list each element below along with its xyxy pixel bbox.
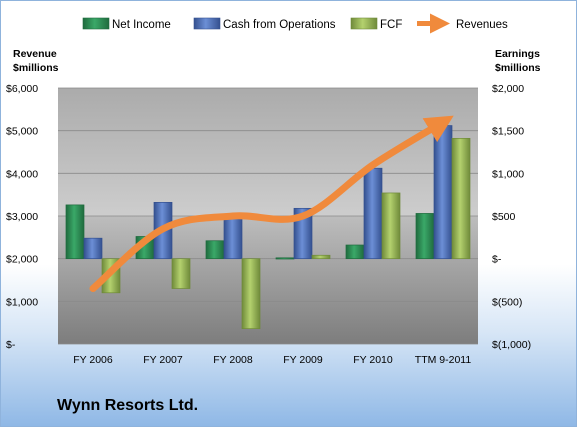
x-axis-tick-label: FY 2010 (353, 354, 393, 366)
bar-net-income (415, 213, 435, 260)
legend: Net Income Cash from Operations FCF Reve… (82, 13, 508, 34)
legend-swatch-fcf (350, 17, 378, 30)
right-axis-tick-label: $1,000 (492, 168, 524, 180)
legend-item-cash-from-operations: Cash from Operations (193, 17, 336, 31)
revenue-line (89, 115, 454, 293)
left-axis-tick-label: $3,000 (6, 211, 38, 223)
x-axis-tick-label: FY 2006 (73, 354, 113, 366)
left-axis-tick-label: $2,000 (6, 254, 38, 266)
left-axis-tick-label: $4,000 (6, 168, 38, 180)
left-axis-tick-label: $- (6, 339, 16, 351)
bar-fcf (381, 192, 401, 260)
bar-fcf (171, 258, 191, 289)
right-axis-tick-label: $1,500 (492, 126, 524, 138)
left-axis-tick-label: $1,000 (6, 296, 38, 308)
legend-item-net-income: Net Income (82, 17, 171, 31)
company-name: Wynn Resorts Ltd. (57, 397, 199, 414)
right-axis-ticks: $(1,000) $(500) $- $500 $1,000 $1,500 $2,000 (492, 83, 531, 351)
bar-cash-from-operations (433, 125, 453, 260)
left-axis-ticks: $- $1,000 $2,000 $3,000 $4,000 $5,000 $6,000 (6, 83, 38, 351)
bar-fcf (311, 254, 331, 260)
left-axis-title-line2: $millions (13, 62, 59, 74)
bar-cash-from-operations (363, 167, 383, 260)
x-axis-tick-label: FY 2008 (213, 354, 253, 366)
legend-item-revenues: Revenues (417, 13, 508, 34)
bars (65, 125, 471, 329)
x-axis-tick-label: FY 2007 (143, 354, 183, 366)
legend-swatch-cash-from-operations (193, 17, 221, 30)
legend-swatch-net-income (82, 17, 110, 30)
legend-label-fcf: FCF (380, 19, 402, 31)
bar-net-income (65, 204, 85, 260)
revenue-line-group (89, 115, 454, 293)
legend-label-revenues: Revenues (456, 19, 508, 31)
left-axis-tick-label: $6,000 (6, 83, 38, 95)
x-axis-ticks: FY 2006 FY 2007 FY 2008 FY 2009 FY 2010 TTM 9… (73, 354, 471, 366)
right-axis-tick-label: $(1,000) (492, 339, 531, 351)
left-axis-title-line1: Revenue (13, 48, 57, 60)
bar-net-income (205, 240, 225, 260)
bar-net-income (275, 257, 295, 260)
right-axis-tick-label: $- (492, 254, 502, 266)
bar-net-income (345, 244, 365, 260)
x-axis-tick-label: TTM 9-2011 (415, 354, 472, 366)
right-axis-tick-label: $500 (492, 211, 516, 223)
bar-fcf (451, 137, 471, 260)
legend-item-fcf: FCF (350, 17, 402, 31)
right-axis-title-line2: $millions (495, 62, 541, 74)
left-axis-tick-label: $5,000 (6, 126, 38, 138)
legend-label-cash-from-operations: Cash from Operations (223, 19, 336, 31)
right-axis-tick-label: $2,000 (492, 83, 524, 95)
bar-fcf (241, 258, 261, 329)
legend-label-net-income: Net Income (112, 19, 171, 31)
right-axis-title-line1: Earnings (495, 48, 540, 60)
right-axis-tick-label: $(500) (492, 296, 522, 308)
bar-cash-from-operations (223, 214, 243, 260)
x-axis-tick-label: FY 2009 (283, 354, 323, 366)
bar-cash-from-operations (83, 237, 103, 260)
